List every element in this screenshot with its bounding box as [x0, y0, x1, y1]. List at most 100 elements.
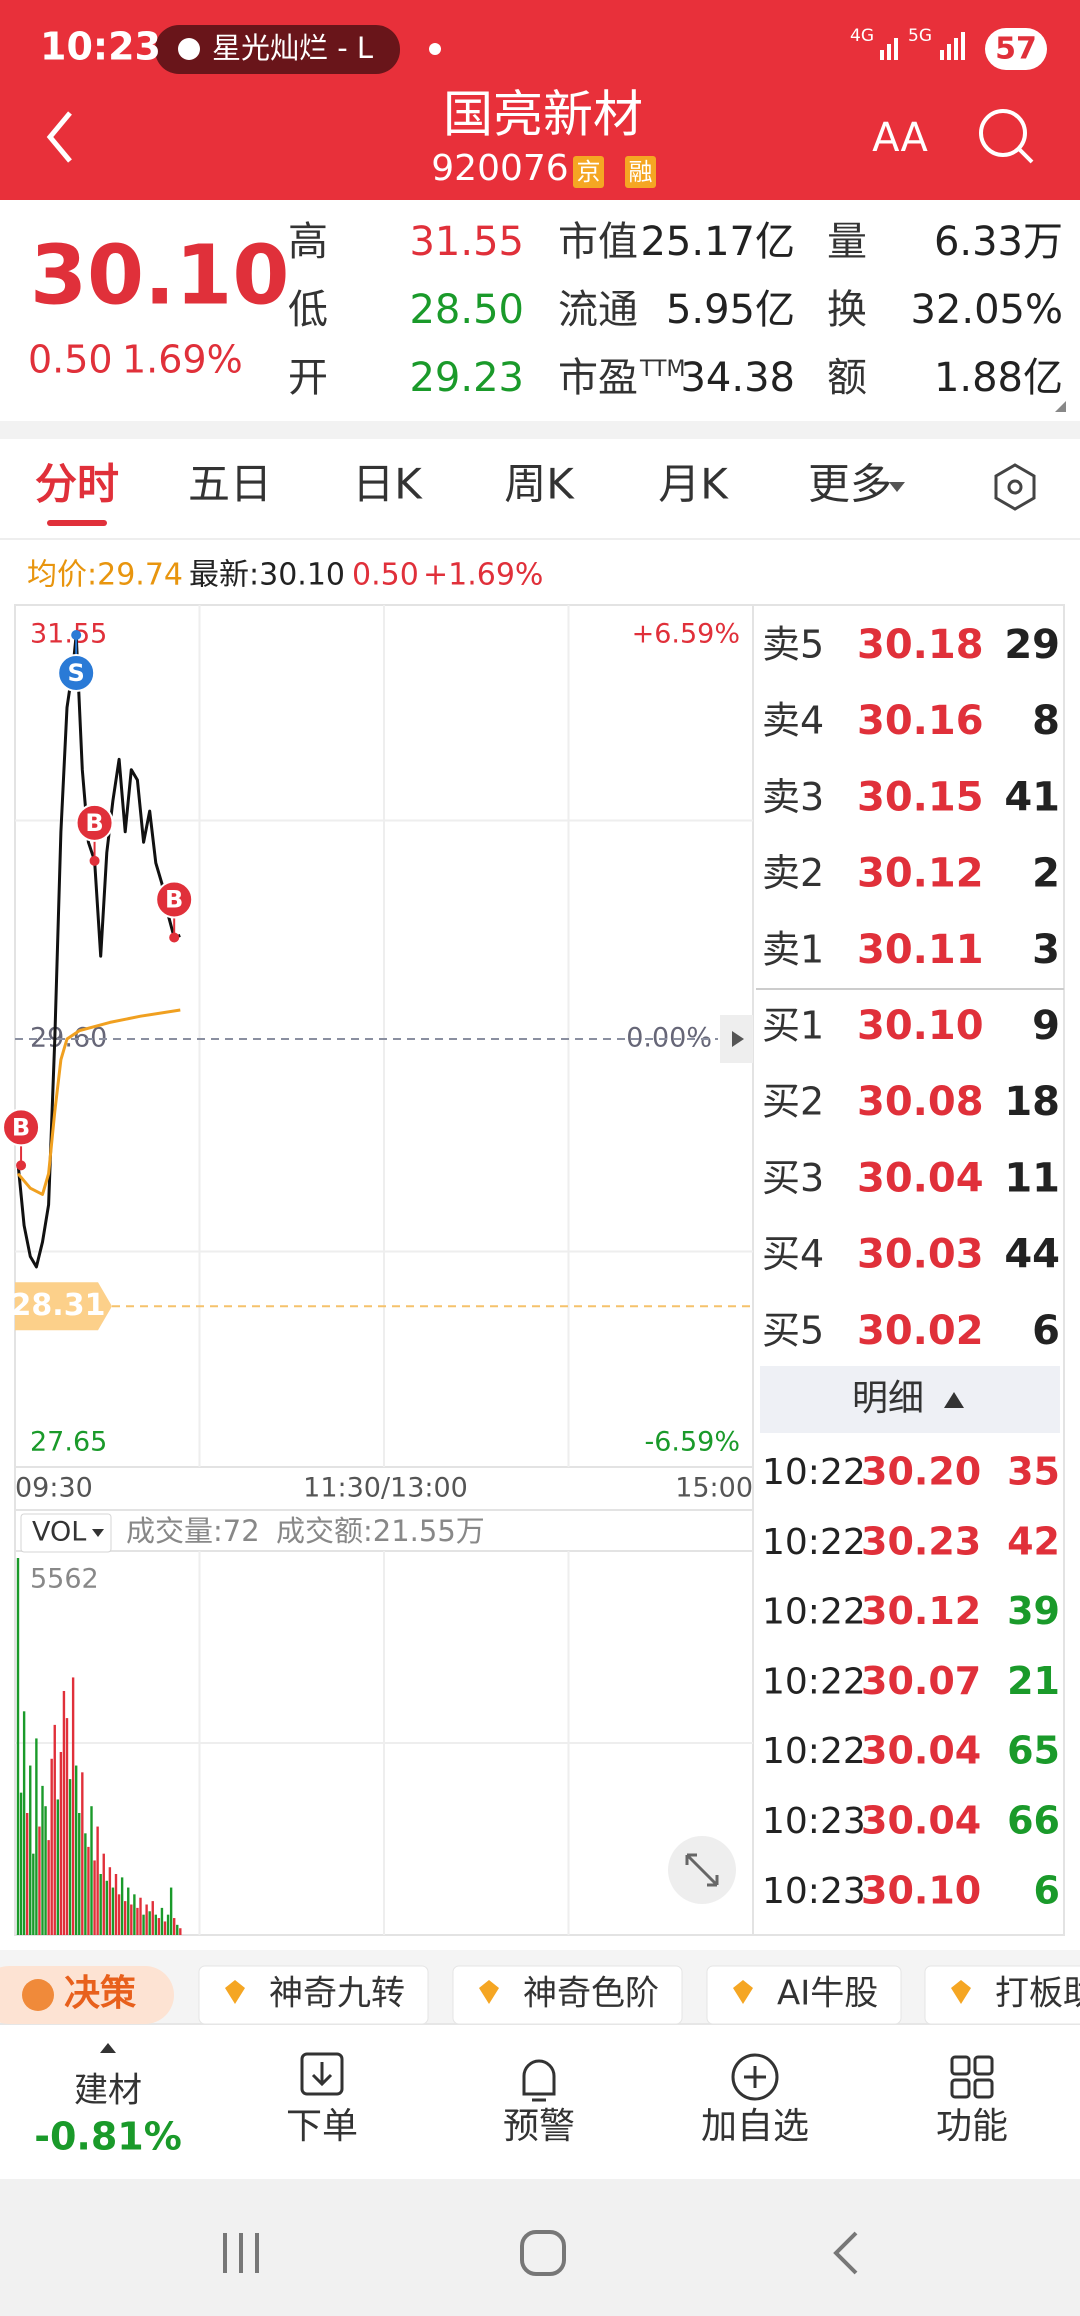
font-size-button[interactable]: AA: [872, 115, 928, 161]
volume-bar: [102, 1853, 105, 1935]
volume-bar: [25, 1812, 29, 1935]
volume-bar: [53, 1724, 56, 1935]
volume-bar: [50, 1758, 53, 1935]
x-tick-label: 15:00: [675, 1473, 753, 1504]
search-button[interactable]: [979, 109, 1027, 157]
watch-icon[interactable]: [731, 2053, 779, 2101]
volume-bar: [41, 1785, 44, 1935]
volume-bar: [136, 1907, 139, 1935]
trade-price: 30.10: [861, 1868, 981, 1912]
book-price: 30.08: [857, 1079, 984, 1125]
chip-label: 打板助手: [995, 1974, 1080, 2014]
stat-sup: TTM: [639, 357, 685, 382]
order-icon[interactable]: [300, 2052, 344, 2096]
amount-label: 成交额:21.55万: [276, 1514, 485, 1548]
chip-label: AI牛股: [777, 1974, 878, 2014]
latest-change: 0.50: [352, 558, 419, 593]
trade-volume: 65: [1007, 1729, 1060, 1773]
sector-name[interactable]: 建材: [74, 2071, 142, 2111]
tab[interactable]: 日K: [352, 460, 423, 509]
detail-header[interactable]: [760, 1366, 1060, 1433]
nav-label[interactable]: 加自选: [701, 2106, 809, 2147]
volume-bar: [47, 1840, 50, 1935]
price-line: [16, 633, 181, 1269]
volume-bar: [74, 1765, 78, 1935]
book-volume: 11: [1004, 1155, 1060, 1201]
price-change-pct: 1.69%: [122, 338, 243, 382]
book-label: 买4: [762, 1232, 824, 1276]
stat-value: 28.50: [409, 287, 524, 333]
chip[interactable]: [452, 1965, 683, 2025]
volume-bar: [127, 1887, 130, 1935]
signal-bar: [880, 50, 884, 60]
volume-bar: [78, 1812, 81, 1935]
back-icon[interactable]: [833, 2231, 858, 2275]
book-price: 30.18: [857, 622, 984, 668]
alert-icon[interactable]: [522, 2059, 556, 2102]
back-button[interactable]: [46, 111, 72, 163]
y-tick-label: 5562: [30, 1564, 99, 1595]
tag: [625, 156, 656, 188]
chip-icon: [733, 1980, 753, 2004]
trade-price: 30.04: [861, 1799, 981, 1843]
chip-icon: [951, 1980, 971, 2004]
trade-volume: 39: [1007, 1589, 1060, 1633]
chip[interactable]: [198, 1965, 429, 2025]
trade-volume: 6: [1034, 1868, 1060, 1912]
home-icon[interactable]: [520, 2230, 566, 2276]
x-tick-label: 09:30: [15, 1473, 93, 1504]
clock: 10:23: [40, 25, 161, 69]
battery: [985, 28, 1047, 70]
tab[interactable]: 周K: [504, 460, 575, 509]
trade-time: 10:22: [762, 1731, 866, 1772]
pct-label: +6.59%: [632, 619, 740, 650]
y-tick-label: 31.55: [30, 619, 107, 650]
nav-label[interactable]: 下单: [286, 2106, 358, 2147]
book-price: 30.02: [857, 1308, 984, 1354]
volume-bar: [133, 1894, 136, 1935]
volume-bar: [81, 1772, 84, 1935]
battery-level: 57: [995, 32, 1037, 67]
book-label: 买5: [762, 1308, 824, 1352]
nav-label[interactable]: 功能: [936, 2106, 1008, 2147]
book-volume: 8: [1032, 698, 1060, 744]
sector-change: -0.81%: [34, 2115, 182, 2159]
volume-bar: [163, 1921, 167, 1935]
trade-volume: 42: [1007, 1519, 1060, 1563]
chip[interactable]: [706, 1965, 902, 2025]
stat-label: 高: [288, 219, 328, 265]
sector-caret: [100, 2043, 116, 2053]
media-pill[interactable]: [155, 25, 400, 74]
chip[interactable]: [924, 1965, 1080, 2025]
volume-bar: [172, 1918, 176, 1935]
tab[interactable]: 五日: [188, 460, 272, 509]
marker-label: B: [165, 885, 183, 913]
expand-icon: [685, 1853, 719, 1887]
tab[interactable]: 月K: [658, 460, 729, 509]
func-icon[interactable]: [950, 2055, 971, 2076]
volume-bar: [130, 1904, 133, 1935]
stat-value: 32.05%: [910, 287, 1063, 333]
volume-bar: [120, 1877, 124, 1935]
trade-price: 30.07: [861, 1659, 981, 1703]
volume-label: 成交量:72: [126, 1514, 260, 1548]
quote-bg: [0, 200, 1080, 421]
stat-value: 1.88亿: [934, 355, 1063, 401]
trade-time: 10:22: [762, 1522, 866, 1563]
stat-label: 换: [827, 287, 867, 333]
tab[interactable]: 更多: [808, 460, 892, 509]
chip-icon: [22, 1979, 54, 2011]
watch-plus: [744, 2066, 766, 2088]
nav-label[interactable]: 预警: [503, 2106, 575, 2147]
settings-button[interactable]: [994, 463, 1036, 511]
signal-bar: [894, 38, 898, 60]
vol-selector[interactable]: [20, 1513, 112, 1553]
nav-icons: [300, 2052, 994, 2102]
book-price: 30.15: [857, 774, 984, 820]
x-tick-label: 11:30/13:00: [303, 1473, 468, 1504]
stat-value: 6.33万: [934, 219, 1063, 265]
tab[interactable]: 分时: [35, 460, 119, 509]
volume-bar: [114, 1873, 118, 1935]
vol-selector-label: VOL: [32, 1517, 86, 1548]
signal-bar: [954, 38, 958, 60]
